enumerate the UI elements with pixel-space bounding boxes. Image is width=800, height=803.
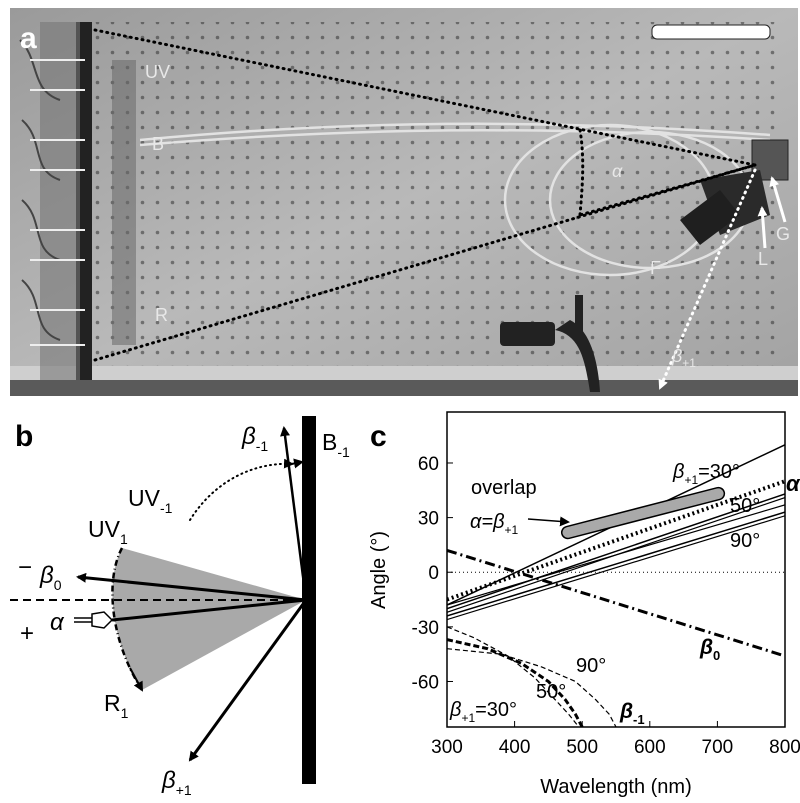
series-line-1 — [447, 493, 785, 610]
x-tick-label-0: 300 — [431, 737, 463, 758]
x-tick-label-2: 500 — [566, 737, 598, 758]
label-f: F — [650, 258, 661, 278]
x-tick-label-5: 800 — [769, 737, 800, 758]
y-tick-label-3: -30 — [412, 618, 439, 639]
label-beta-plus1: β+1 — [671, 346, 696, 370]
y-tick-label-2: 0 — [428, 563, 439, 584]
series-line-7 — [447, 648, 617, 727]
label-uv: UV — [145, 62, 170, 82]
annot-alpha-right: α — [786, 471, 800, 496]
chart-lines — [447, 444, 785, 727]
y-axis-label: Angle (°) — [368, 531, 390, 609]
label-l: L — [758, 249, 768, 269]
r1-arrow — [129, 667, 143, 692]
clamp-mount — [500, 295, 600, 392]
label-uv-1: UV1 — [88, 516, 128, 547]
x-tick-label-4: 700 — [702, 737, 734, 758]
fan-edge — [111, 547, 144, 691]
beta-0-ray — [76, 572, 307, 602]
beta-plus1-ray-b — [188, 599, 308, 762]
label-g: G — [776, 224, 790, 244]
series-line-6 — [447, 638, 584, 727]
annot-90-top: 90° — [730, 530, 760, 552]
annot-beta-0: β0 — [699, 636, 720, 663]
light-source-icon — [74, 611, 114, 629]
annot-beta-p1-30-bottom: β+1=30° — [449, 699, 517, 725]
grating-bar — [302, 416, 316, 784]
x-tick-label-1: 400 — [499, 737, 531, 758]
pointer-arrows — [757, 176, 787, 249]
y-tick-label-1: 30 — [418, 509, 439, 530]
label-alpha-b: α — [50, 609, 65, 636]
label-beta-0: β0 — [39, 562, 62, 593]
plot-frame — [446, 411, 786, 728]
geometry-lines — [93, 28, 757, 362]
bottom-rail — [10, 366, 798, 380]
x-axis-label: Wavelength (nm) — [540, 776, 692, 798]
series-line-2 — [447, 511, 785, 617]
beta-minus1-ray — [280, 426, 308, 601]
panel-c-label: c — [370, 420, 387, 453]
series-line-4 — [447, 548, 785, 658]
label-beta-plus1-b: β+1 — [161, 767, 192, 798]
spectrum-shadow — [112, 60, 136, 345]
alpha-ray — [111, 598, 307, 622]
y-tick-label-4: -60 — [412, 672, 439, 693]
label-beta-minus1: β-1 — [241, 423, 268, 454]
annot-alpha-eq: α=β+1 — [470, 511, 519, 537]
label-b-minus1: B-1 — [322, 429, 350, 460]
pegboard-holes — [95, 22, 785, 367]
annot-50-top: 50° — [730, 495, 760, 517]
label-b: B — [152, 134, 164, 154]
annot-beta-minus1: β-1 — [619, 700, 645, 727]
label-r: R — [155, 305, 168, 325]
uv-minus1-curve — [189, 458, 294, 521]
beta-plus1-ray — [658, 168, 757, 390]
beta-minus1-connector — [285, 458, 304, 469]
bottom-shadow — [10, 380, 798, 396]
series-line-extra-1 — [447, 515, 785, 621]
sensor-array — [19, 22, 92, 380]
annot-50-bottom: 50° — [536, 681, 566, 703]
panel-b: b β-1 B-1 UV-1 UV1 − β0 + α R1 β+1 — [10, 416, 350, 798]
label-r-1: R1 — [104, 690, 129, 721]
label-plus: + — [20, 620, 34, 647]
label-minus: − — [18, 554, 32, 581]
annot-alpha-eq-arrow — [527, 516, 570, 527]
series-line-extra-2 — [447, 504, 785, 606]
series-line-5 — [447, 626, 580, 727]
x-tick-label-3: 600 — [634, 737, 666, 758]
scale-bar — [651, 24, 771, 40]
overlap-region — [560, 486, 726, 540]
annot-overlap: overlap — [471, 477, 537, 499]
label-uv-minus1: UV-1 — [128, 485, 173, 516]
annot-90-bottom: 90° — [576, 655, 606, 677]
panel-b-label: b — [15, 420, 33, 453]
diffraction-fan — [112, 548, 306, 690]
y-tick-label-0: 60 — [418, 454, 439, 475]
annot-beta-p1-30: β+1=30° — [672, 461, 740, 487]
panel-a-label: a — [20, 22, 37, 55]
panel-a: a UV B R α F L G β+1 — [10, 8, 798, 396]
label-alpha: α — [612, 161, 623, 181]
